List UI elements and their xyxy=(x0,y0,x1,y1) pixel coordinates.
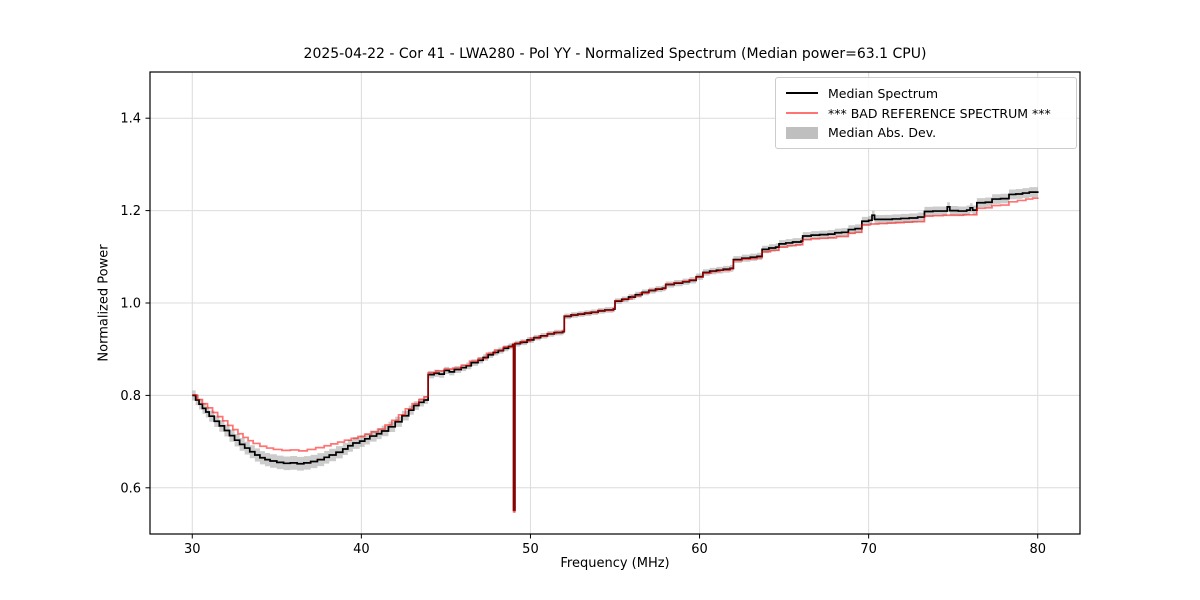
y-tick-label-1.2: 1.2 xyxy=(120,204,141,219)
x-axis-label: Frequency (MHz) xyxy=(560,556,670,571)
x-tick-label-30: 30 xyxy=(184,542,201,557)
y-axis-label: Normalized Power xyxy=(96,244,112,362)
x-tick-label-70: 70 xyxy=(860,542,877,557)
y-tick-label-0.6: 0.6 xyxy=(120,481,141,496)
median-spectrum-line-swatch xyxy=(786,92,818,95)
y-tick-label-0.8: 0.8 xyxy=(120,389,141,404)
y-tick-label-1: 1.0 xyxy=(120,297,141,312)
legend: Median Spectrum *** BAD REFERENCE SPECTR… xyxy=(775,77,1077,149)
y-tick-label-1.4: 1.4 xyxy=(120,112,141,127)
bad-reference-spectrum-line xyxy=(192,197,1039,513)
legend-label-median-abs-dev: Median Abs. Dev. xyxy=(828,125,937,141)
legend-item-median-abs-dev: Median Abs. Dev. xyxy=(786,125,1066,140)
x-tick-label-60: 60 xyxy=(691,542,708,557)
legend-item-bad-reference: *** BAD REFERENCE SPECTRUM *** xyxy=(786,106,1066,121)
legend-label-bad-reference: *** BAD REFERENCE SPECTRUM *** xyxy=(828,105,1051,121)
median-abs-dev-band xyxy=(192,186,1038,513)
median-abs-dev-patch-swatch xyxy=(786,126,818,139)
legend-item-median-spectrum: Median Spectrum xyxy=(786,86,1066,101)
x-tick-label-80: 80 xyxy=(1029,542,1046,557)
legend-label-median-spectrum: Median Spectrum xyxy=(828,85,939,101)
chart-title: 2025-04-22 - Cor 41 - LWA280 - Pol YY - … xyxy=(303,46,927,62)
bad-reference-line-swatch xyxy=(786,112,818,114)
x-tick-label-40: 40 xyxy=(353,542,370,557)
x-tick-label-50: 50 xyxy=(522,542,539,557)
